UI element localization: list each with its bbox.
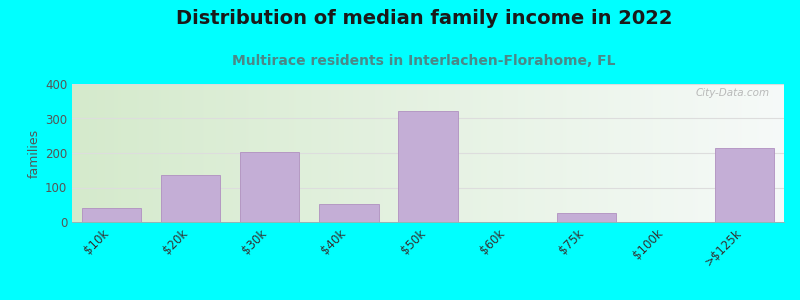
Y-axis label: families: families xyxy=(28,128,41,178)
Bar xyxy=(319,204,378,222)
Bar xyxy=(398,111,458,222)
Bar xyxy=(161,176,220,222)
Bar xyxy=(82,208,142,222)
Bar xyxy=(240,152,299,222)
Text: Distribution of median family income in 2022: Distribution of median family income in … xyxy=(176,9,672,28)
Bar xyxy=(557,213,616,222)
Text: City-Data.com: City-Data.com xyxy=(696,88,770,98)
Bar xyxy=(714,148,774,222)
Text: Multirace residents in Interlachen-Florahome, FL: Multirace residents in Interlachen-Flora… xyxy=(232,54,616,68)
